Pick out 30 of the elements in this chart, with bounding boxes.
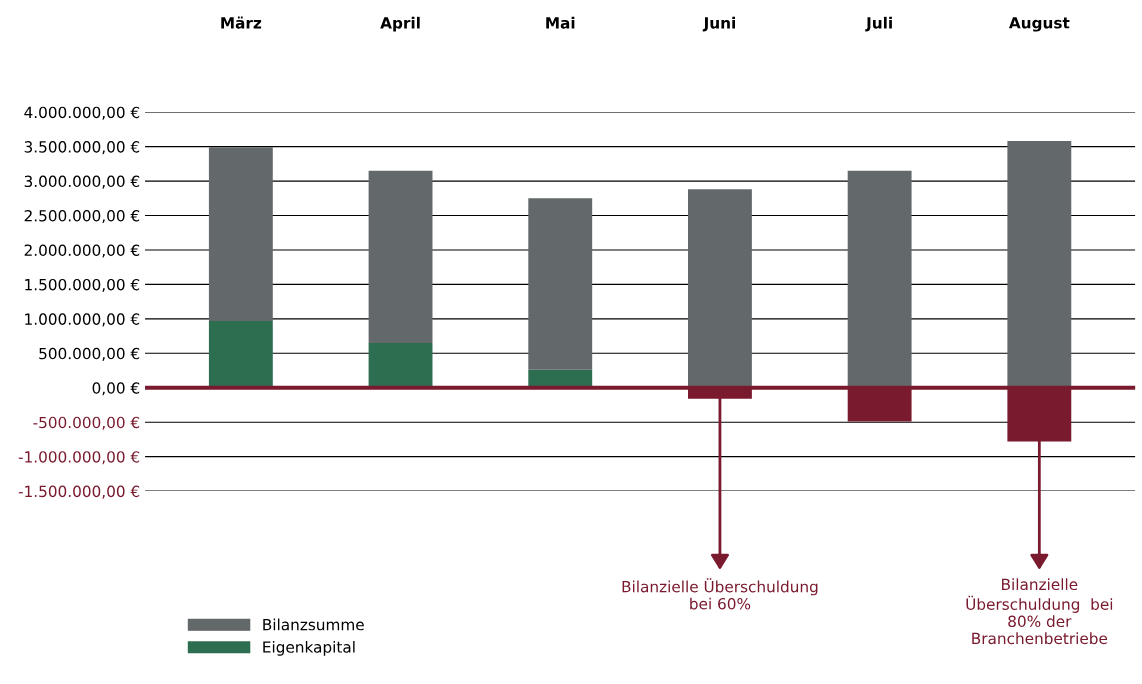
y-tick-label: -1.500.000,00 €	[18, 485, 140, 499]
y-tick-label: 3.000.000,00 €	[24, 175, 140, 189]
bar	[528, 198, 593, 370]
y-tick-label: 2.000.000,00 €	[24, 244, 140, 258]
x-tick-label: Mai	[546, 16, 575, 29]
bar	[368, 170, 433, 343]
x-tick-label: Juni	[702, 16, 735, 32]
bar	[1007, 141, 1072, 388]
annotation: Bilanzielle Überschuldung bei 80% der Branchenbetriebe	[966, 578, 1113, 645]
x-tick-label: August	[1008, 17, 1070, 32]
legend-label: Bilanzsumme	[263, 618, 364, 631]
y-tick-label: 4.000.000,00 €	[24, 106, 140, 120]
y-tick-label: 500.000,00 €	[39, 347, 140, 361]
y-tick-label: 1.500.000,00 €	[25, 278, 140, 292]
y-tick-label: 3.500.000,00 €	[24, 141, 140, 155]
bar	[208, 320, 273, 388]
annotation: Bilanzielle Überschuldung bei 60%	[622, 578, 818, 610]
y-tick-label: -1.000.000,00 €	[18, 451, 140, 465]
y-tick-label: 2.500.000,00 €	[24, 209, 140, 224]
x-tick-label: April	[380, 16, 420, 32]
y-tick-label: -500.000,00 €	[33, 416, 140, 430]
x-tick-label: Juli	[865, 16, 892, 32]
bar	[208, 147, 273, 321]
legend-label: Eigenkapital	[263, 640, 355, 656]
bar	[368, 342, 433, 388]
y-tick-label: 0,00 €	[92, 382, 140, 396]
y-tick-label: 1.000.000,00 €	[25, 313, 140, 327]
bar	[688, 189, 752, 388]
x-tick-label: März	[221, 16, 262, 29]
bar	[847, 170, 912, 388]
